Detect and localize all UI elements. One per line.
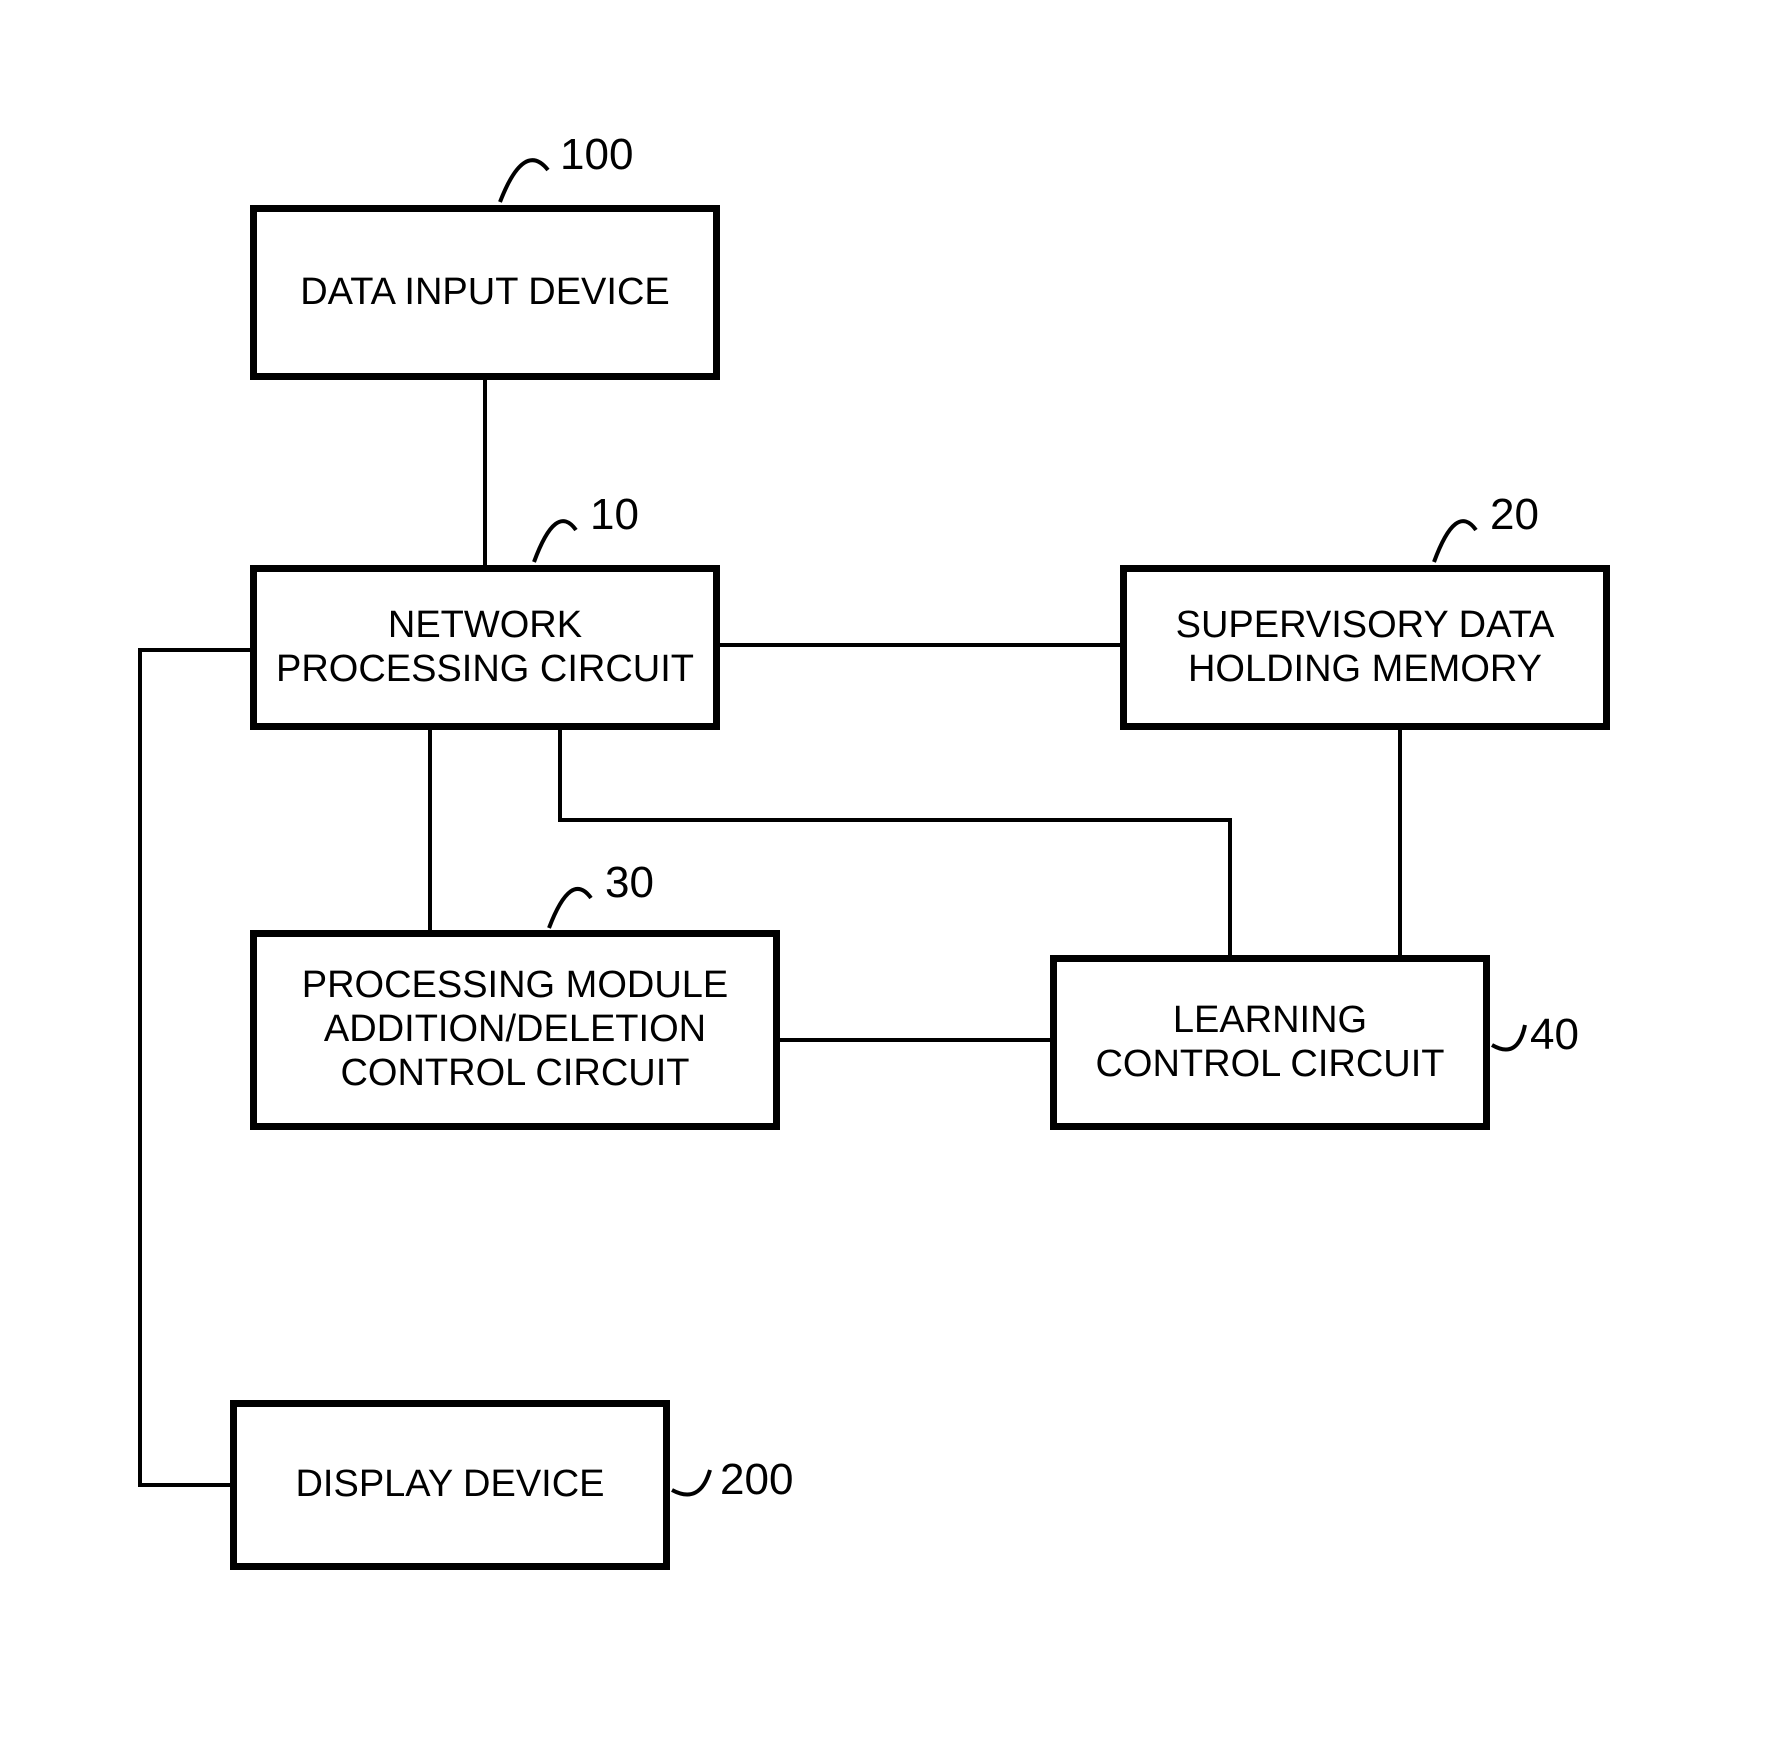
node-label: DISPLAY DEVICE — [295, 1463, 604, 1507]
node-display: DISPLAY DEVICE — [230, 1400, 670, 1570]
ref-label-display: 200 — [720, 1455, 793, 1505]
node-label: DATA INPUT DEVICE — [300, 271, 670, 315]
node-network-proc: NETWORK PROCESSING CIRCUIT — [250, 565, 720, 730]
node-label: PROCESSING MODULE ADDITION/DELETION CONT… — [302, 964, 729, 1095]
ref-label-learning: 40 — [1530, 1010, 1579, 1060]
ref-label-network-proc: 10 — [590, 490, 639, 540]
node-learning: LEARNING CONTROL CIRCUIT — [1050, 955, 1490, 1130]
node-proc-module: PROCESSING MODULE ADDITION/DELETION CONT… — [250, 930, 780, 1130]
node-label: LEARNING CONTROL CIRCUIT — [1095, 999, 1444, 1086]
node-label: SUPERVISORY DATA HOLDING MEMORY — [1176, 604, 1555, 691]
ref-label-data-input: 100 — [560, 130, 633, 180]
node-data-input: DATA INPUT DEVICE — [250, 205, 720, 380]
edge — [140, 650, 250, 1485]
diagram-canvas: DATA INPUT DEVICE 100 NETWORK PROCESSING… — [0, 0, 1792, 1756]
ref-label-supervisory: 20 — [1490, 490, 1539, 540]
ref-label-proc-module: 30 — [605, 858, 654, 908]
node-supervisory: SUPERVISORY DATA HOLDING MEMORY — [1120, 565, 1610, 730]
edge — [560, 730, 1230, 955]
node-label: NETWORK PROCESSING CIRCUIT — [276, 604, 694, 691]
